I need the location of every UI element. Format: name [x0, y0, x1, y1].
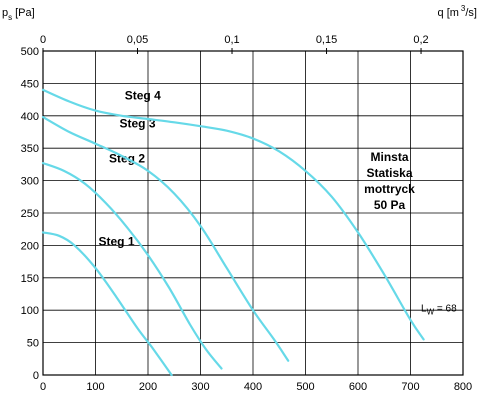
steg-1-label: Steg 1: [98, 234, 134, 248]
steg-4-curve: [41, 88, 425, 341]
steg-1-curve: [41, 231, 173, 377]
y-tick-label: 200: [21, 240, 39, 252]
x-tick-label: 500: [296, 381, 314, 393]
y-tick-label: 50: [27, 338, 39, 350]
y-tick-label: 300: [21, 176, 39, 188]
steg-4-label: Steg 4: [125, 89, 161, 103]
y-tick-label: 350: [21, 143, 39, 155]
top-x-tick-label: 0: [40, 34, 46, 46]
y-tick-label: 0: [33, 370, 39, 382]
note-line: Statiska: [366, 166, 412, 180]
x-tick-label: 0: [40, 381, 46, 393]
x-tick-label: 400: [244, 381, 262, 393]
y-tick-label: 100: [21, 305, 39, 317]
min-static-pressure-note: Minsta Statiska mottryck 50 Pa: [364, 150, 415, 212]
x-tick-label: 200: [139, 381, 157, 393]
note-line: 50 Pa: [374, 198, 406, 212]
top-x-tick-label: 0,1: [224, 34, 239, 46]
grid: [42, 50, 464, 376]
x-tick-label: 300: [191, 381, 209, 393]
y-tick-label: 450: [21, 78, 39, 90]
note-line: Minsta: [370, 150, 408, 164]
x-tick-label: 600: [349, 381, 367, 393]
y-axis-title: ps [Pa]: [2, 7, 35, 22]
plot-frame: [42, 50, 464, 376]
x-tick-label: 700: [401, 381, 419, 393]
steg-3-curve: [41, 116, 290, 362]
x-tick-label: 100: [86, 381, 104, 393]
y-tick-label: 400: [21, 111, 39, 123]
y-tick-label: 500: [21, 46, 39, 58]
sound-power-label: LW = 68: [421, 303, 457, 316]
x-tick-label: 800: [454, 381, 472, 393]
top-x-tick-label: 0,2: [413, 34, 428, 46]
top-x-tick-label: 0,05: [127, 34, 148, 46]
steg-2-curve: [41, 162, 223, 370]
top-x-tick-label: 0,15: [316, 34, 337, 46]
note-line: mottryck: [364, 182, 415, 196]
top-x-axis-title: q [m 3/s]: [438, 4, 477, 19]
y-tick-label: 150: [21, 273, 39, 285]
y-tick-label: 250: [21, 208, 39, 220]
